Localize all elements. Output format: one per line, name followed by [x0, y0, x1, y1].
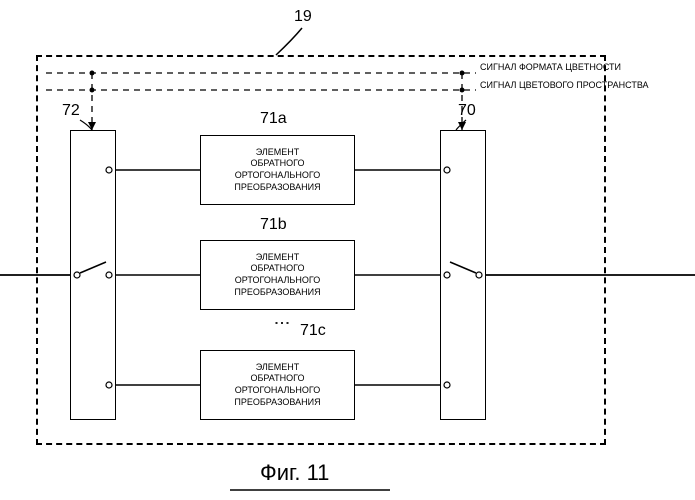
ellipsis: ⋮ — [272, 315, 291, 333]
signal-color-space: СИГНАЛ ЦВЕТОВОГО ПРОСТРАНСТВА — [480, 80, 649, 90]
ref-switch-left: 72 — [62, 102, 80, 120]
switch-left — [70, 130, 116, 420]
block-71a: ЭЛЕМЕНТ ОБРАТНОГО ОРТОГОНАЛЬНОГО ПРЕОБРА… — [200, 135, 355, 205]
block-71c: ЭЛЕМЕНТ ОБРАТНОГО ОРТОГОНАЛЬНОГО ПРЕОБРА… — [200, 350, 355, 420]
figure-label: Фиг. 11 — [260, 460, 329, 486]
ref-71b: 71b — [260, 216, 287, 234]
ref-container: 19 — [294, 8, 312, 26]
switch-right — [440, 130, 486, 420]
ref-switch-right: 70 — [458, 102, 476, 120]
ref-71c: 71c — [300, 322, 326, 340]
ref-71a: 71a — [260, 110, 287, 128]
block-71b: ЭЛЕМЕНТ ОБРАТНОГО ОРТОГОНАЛЬНОГО ПРЕОБРА… — [200, 240, 355, 310]
signal-chroma-format: СИГНАЛ ФОРМАТА ЦВЕТНОСТИ — [480, 62, 621, 72]
